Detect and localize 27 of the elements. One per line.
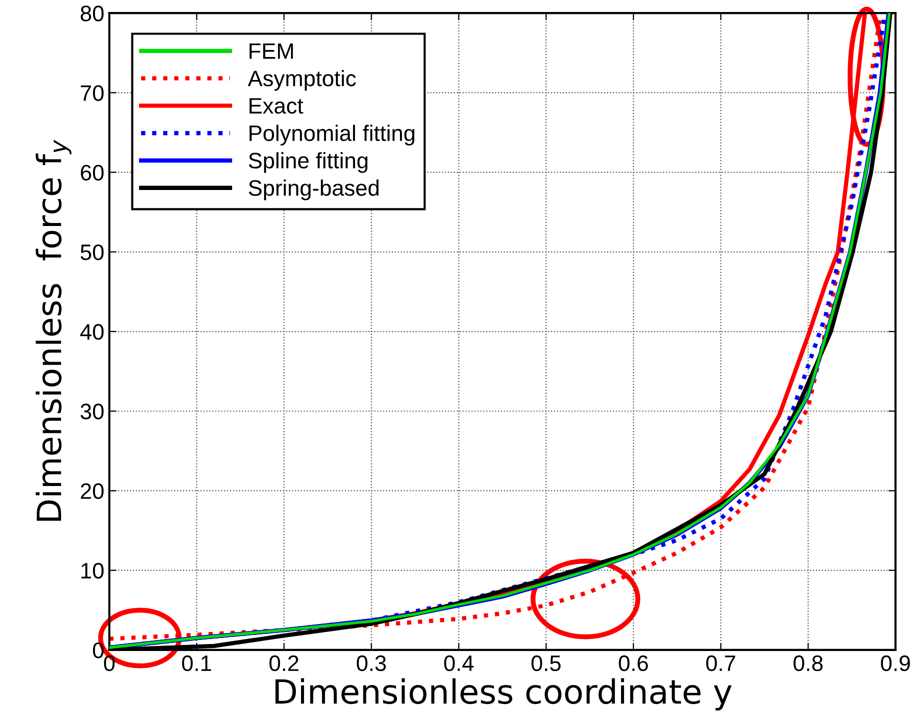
y-tick-label: 60 (80, 164, 104, 181)
x-tick-label: 0.3 (356, 655, 386, 672)
x-tick-label: 0.2 (269, 655, 298, 672)
x-tick-label: 0.5 (532, 655, 561, 672)
y-tick-label: 10 (81, 562, 104, 579)
y-tick-label: 50 (80, 244, 104, 260)
x-axis-title: Dimensionless coordinate y (275, 678, 732, 711)
legend-label: Spline fitting (248, 152, 368, 173)
legend-label: Spring-based (248, 180, 379, 200)
x-tick-label: 0.9 (880, 655, 910, 672)
legend-label: Exact (250, 98, 304, 114)
x-tick-label: 0.7 (706, 655, 736, 672)
legend-label: Asymptotic (248, 70, 356, 91)
y-tick-label: 80 (80, 6, 104, 22)
x-tick-label: 0.6 (618, 655, 648, 672)
y-tick-label: 40 (80, 324, 104, 340)
x-tick-label: 0.8 (794, 655, 823, 672)
legend-label: Polynomial fitting (250, 124, 414, 146)
x-tick-label: 0.1 (182, 655, 212, 672)
x-tick-label: 0 (104, 655, 115, 672)
y-axis-title: Dimensionless force f$_{y}$ (36, 140, 72, 521)
y-tick-label: 70 (80, 85, 104, 101)
y-tick-label: 30 (80, 404, 104, 420)
legend-label: FEM (250, 43, 293, 59)
y-tick-label: 20 (80, 483, 104, 499)
y-tick-label: 0 (92, 642, 104, 658)
x-tick-label: 0.4 (444, 655, 474, 672)
